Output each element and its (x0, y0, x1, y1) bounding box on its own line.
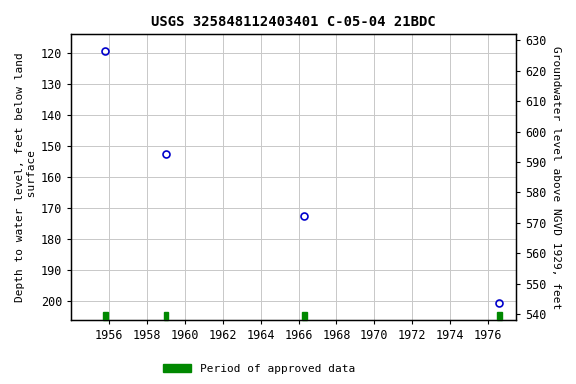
Title: USGS 325848112403401 C-05-04 21BDC: USGS 325848112403401 C-05-04 21BDC (151, 15, 436, 29)
Y-axis label: Groundwater level above NGVD 1929, feet: Groundwater level above NGVD 1929, feet (551, 46, 561, 309)
Bar (497, 311, 502, 320)
Legend: Period of approved data: Period of approved data (159, 359, 359, 379)
Y-axis label: Depth to water level, feet below land
 surface: Depth to water level, feet below land su… (15, 52, 37, 302)
Bar (164, 311, 168, 320)
Bar (302, 311, 306, 320)
Bar (103, 311, 108, 320)
